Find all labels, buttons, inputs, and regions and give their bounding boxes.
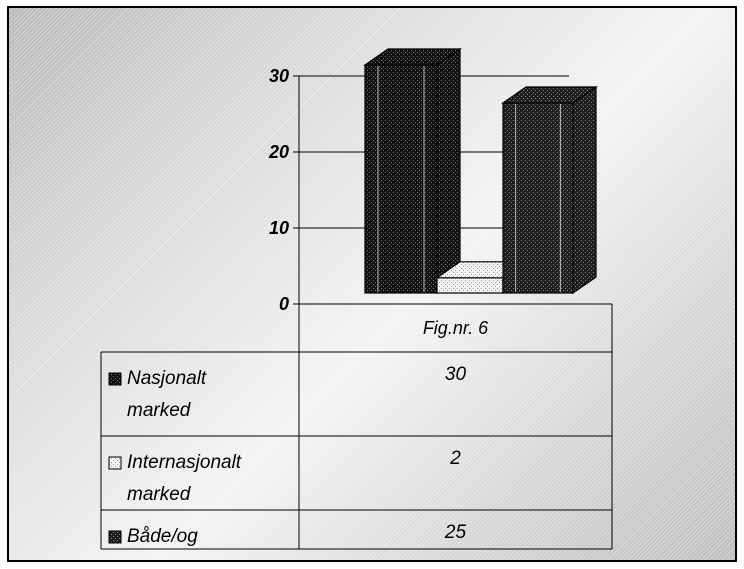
bar-front — [502, 102, 574, 294]
chart-frame: 0 10 20 30 Fig.nr. 6 Nasjonalt marked 30 Intern… — [7, 6, 737, 562]
legend-key-2 — [108, 456, 122, 470]
category-label: Fig.nr. 6 — [423, 318, 489, 338]
bar-side — [572, 85, 597, 295]
y-tick-label: 20 — [268, 142, 289, 162]
series-name-3: Både/og — [127, 526, 198, 547]
series-value-1: 30 — [445, 364, 467, 385]
y-tick-label: 10 — [269, 218, 289, 238]
series-name-1: Nasjonalt marked — [127, 368, 207, 421]
series-value-3: 25 — [444, 522, 467, 543]
y-tick-label: 30 — [269, 66, 289, 86]
bar-front — [436, 277, 504, 294]
bar-side — [436, 47, 461, 295]
series-value-2: 2 — [449, 448, 461, 469]
legend-key-1 — [108, 372, 122, 386]
bar-front — [364, 64, 438, 294]
y-tick-label: 0 — [279, 294, 289, 314]
bar-chart: 0 10 20 30 Fig.nr. 6 Nasjonalt marked 30 Intern… — [100, 47, 613, 550]
bar-3 — [501, 85, 598, 295]
series-name-2: Internasjonalt marked — [127, 452, 242, 505]
legend-key-3 — [108, 530, 122, 544]
bar-1 — [363, 47, 462, 295]
